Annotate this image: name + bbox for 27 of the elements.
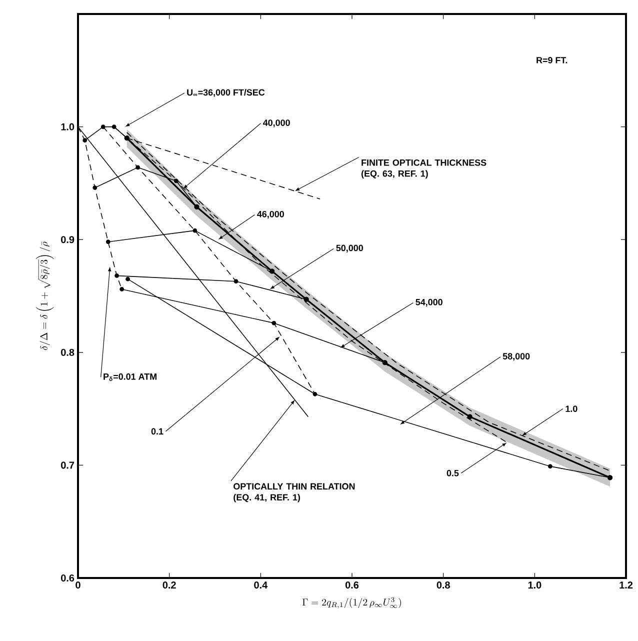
y-tick-label: 1.0 bbox=[61, 123, 74, 130]
x-tick-label: 0.6 bbox=[345, 582, 359, 589]
y-tick-label: 0.9 bbox=[61, 236, 74, 244]
y-tick-label: 0.6 bbox=[61, 574, 74, 582]
x-tick-label: 1.2 bbox=[620, 582, 633, 588]
annotation: U$_{∞}$=36,000 FT/SEC bbox=[187, 89, 265, 97]
annotation: 58,000 bbox=[502, 353, 530, 361]
x-tick-label: 0.4 bbox=[254, 582, 268, 589]
x-tick-label: 1.0 bbox=[528, 582, 542, 589]
annotation: 46,000 bbox=[257, 210, 284, 219]
x-tick-label: 0.8 bbox=[436, 582, 450, 589]
x-axis-title: $\Gamma=2q_{R,1}/(1/2\,\rho_\infty U_\infty^3)$ bbox=[302, 597, 401, 608]
annotation: 0.1 bbox=[151, 428, 164, 435]
annotation: 0.5 bbox=[446, 470, 459, 476]
annotation: 54,000 bbox=[416, 298, 442, 307]
y-axis-title: $\delta/\Delta=\delta\left(1+\sqrt{8\bar{\rho}/3}\right)/\bar{\rho}$ bbox=[36, 242, 54, 350]
annotation: P$_{δ}$=0.01 ATM bbox=[104, 373, 156, 381]
y-tick-label: 0.7 bbox=[61, 462, 74, 469]
annotation: OPTICALLY THIN RELATION (EQ. 41, REF. 1) bbox=[234, 483, 355, 502]
y-tick-label: 0.8 bbox=[61, 348, 74, 356]
annotation: R=9 FT. bbox=[536, 56, 568, 64]
annotation: FINITE OPTICAL THICKNESS (EQ. 63, REF. 1) bbox=[362, 159, 486, 179]
annotation: 50,000 bbox=[336, 244, 363, 252]
x-tick-label: 0 bbox=[76, 582, 80, 589]
x-tick-label: 0.2 bbox=[162, 582, 176, 589]
annotation: 1.0 bbox=[566, 406, 578, 412]
annotation: 40,000 bbox=[263, 120, 290, 128]
